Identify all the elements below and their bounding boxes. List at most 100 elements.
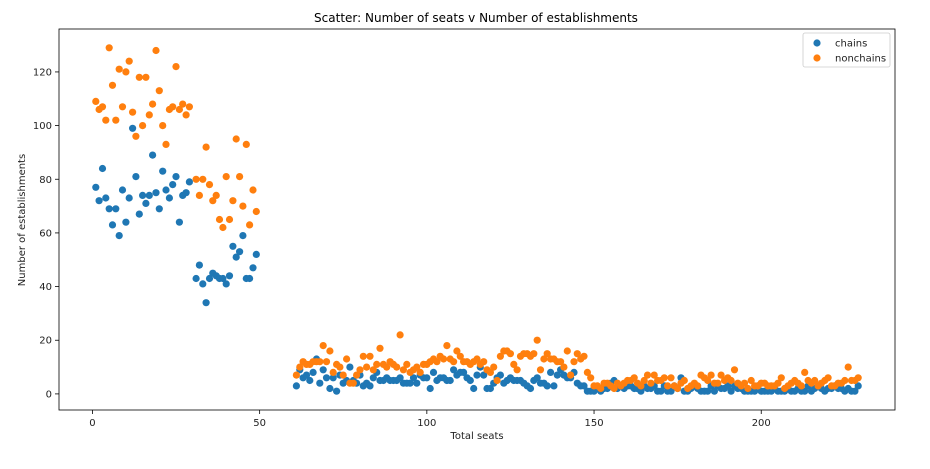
nonchains-point xyxy=(717,371,725,379)
legend-marker-chains xyxy=(813,39,821,47)
chains-point xyxy=(446,376,454,385)
chains-point xyxy=(550,382,558,390)
nonchains-point xyxy=(486,368,494,376)
nonchains-point xyxy=(674,384,682,393)
nonchains-point xyxy=(744,384,752,393)
chains-point xyxy=(727,387,735,395)
series-nonchains xyxy=(92,44,862,393)
nonchains-point xyxy=(336,363,344,371)
chains-point xyxy=(219,274,227,283)
nonchains-point xyxy=(125,57,133,65)
nonchains-point xyxy=(440,355,448,363)
chains-point xyxy=(132,173,140,181)
nonchains-point xyxy=(142,73,150,81)
nonchains-point xyxy=(393,363,401,371)
chains-point xyxy=(637,387,645,395)
nonchains-point xyxy=(456,352,464,360)
nonchains-point xyxy=(597,384,605,393)
chains-point xyxy=(409,374,418,382)
nonchains-point xyxy=(179,100,187,108)
chains-point xyxy=(169,181,177,189)
chains-point xyxy=(202,299,210,307)
chains-point xyxy=(704,387,712,395)
chains-point xyxy=(192,274,200,283)
nonchains-point xyxy=(844,363,852,371)
chart-title: Scatter: Number of seats v Number of est… xyxy=(314,11,638,25)
nonchains-point xyxy=(169,103,177,111)
scatter-points xyxy=(92,44,862,395)
nonchains-point xyxy=(135,73,143,81)
chains-point xyxy=(406,379,414,387)
nonchains-point xyxy=(232,135,240,143)
nonchains-point xyxy=(205,181,214,189)
chains-point xyxy=(413,379,421,387)
nonchains-point xyxy=(242,140,250,148)
nonchains-point xyxy=(583,368,592,376)
chains-point xyxy=(145,191,153,199)
nonchains-point xyxy=(108,81,117,89)
nonchains-point xyxy=(637,382,645,390)
nonchains-point xyxy=(543,350,551,358)
nonchains-point xyxy=(155,87,163,95)
chains-point xyxy=(473,371,481,379)
nonchains-point xyxy=(225,215,234,224)
chains-point xyxy=(710,387,719,395)
x-axis: 0 50 100 150 200 xyxy=(89,410,771,429)
nonchains-point xyxy=(506,350,514,358)
chains-point xyxy=(292,382,300,390)
chains-point xyxy=(115,232,123,240)
nonchains-point xyxy=(162,140,170,148)
nonchains-point xyxy=(396,331,404,339)
nonchains-point xyxy=(129,108,137,116)
nonchains-point xyxy=(664,382,672,390)
chains-point xyxy=(182,189,190,197)
nonchains-point xyxy=(854,374,862,382)
chains-point xyxy=(162,186,170,194)
nonchains-point xyxy=(694,382,702,390)
nonchains-point xyxy=(704,376,712,385)
nonchains-point xyxy=(841,376,849,385)
chains-point xyxy=(480,371,488,379)
legend: chains nonchains xyxy=(802,32,891,68)
x-tick-label: 100 xyxy=(417,418,436,429)
legend-box xyxy=(802,32,891,68)
nonchains-point xyxy=(296,363,304,371)
nonchains-point xyxy=(563,347,571,355)
chains-point xyxy=(175,218,183,226)
nonchains-point xyxy=(413,363,421,371)
chains-point xyxy=(155,205,163,213)
nonchains-point xyxy=(246,221,254,229)
chains-point xyxy=(118,186,127,194)
nonchains-point xyxy=(98,103,107,111)
nonchains-point xyxy=(353,371,361,379)
y-tick-label: 80 xyxy=(39,175,52,186)
nonchains-point xyxy=(824,374,832,382)
chains-point xyxy=(429,368,438,376)
chains-point xyxy=(125,194,133,202)
nonchains-point xyxy=(229,197,237,205)
chains-point xyxy=(92,183,100,191)
nonchains-point xyxy=(349,379,357,387)
nonchains-point xyxy=(774,379,782,387)
nonchains-point xyxy=(573,350,581,358)
chains-point xyxy=(396,374,404,382)
legend-label-chains: chains xyxy=(835,39,867,50)
chains-point xyxy=(526,384,535,393)
y-tick-label: 0 xyxy=(46,389,52,400)
x-axis-label: Total seats xyxy=(449,431,503,442)
chains-point xyxy=(172,173,180,181)
nonchains-point xyxy=(680,376,688,385)
chains-point xyxy=(105,205,113,213)
nonchains-point xyxy=(557,358,565,366)
nonchains-point xyxy=(152,46,160,55)
chains-point xyxy=(533,374,541,382)
nonchains-point xyxy=(175,105,183,114)
nonchains-point xyxy=(105,44,113,52)
nonchains-point xyxy=(373,360,381,368)
chains-point xyxy=(246,274,254,283)
nonchains-point xyxy=(145,111,153,119)
chains-point xyxy=(667,387,675,395)
nonchains-point xyxy=(252,207,260,216)
nonchains-point xyxy=(118,103,127,111)
nonchains-point xyxy=(132,132,140,140)
